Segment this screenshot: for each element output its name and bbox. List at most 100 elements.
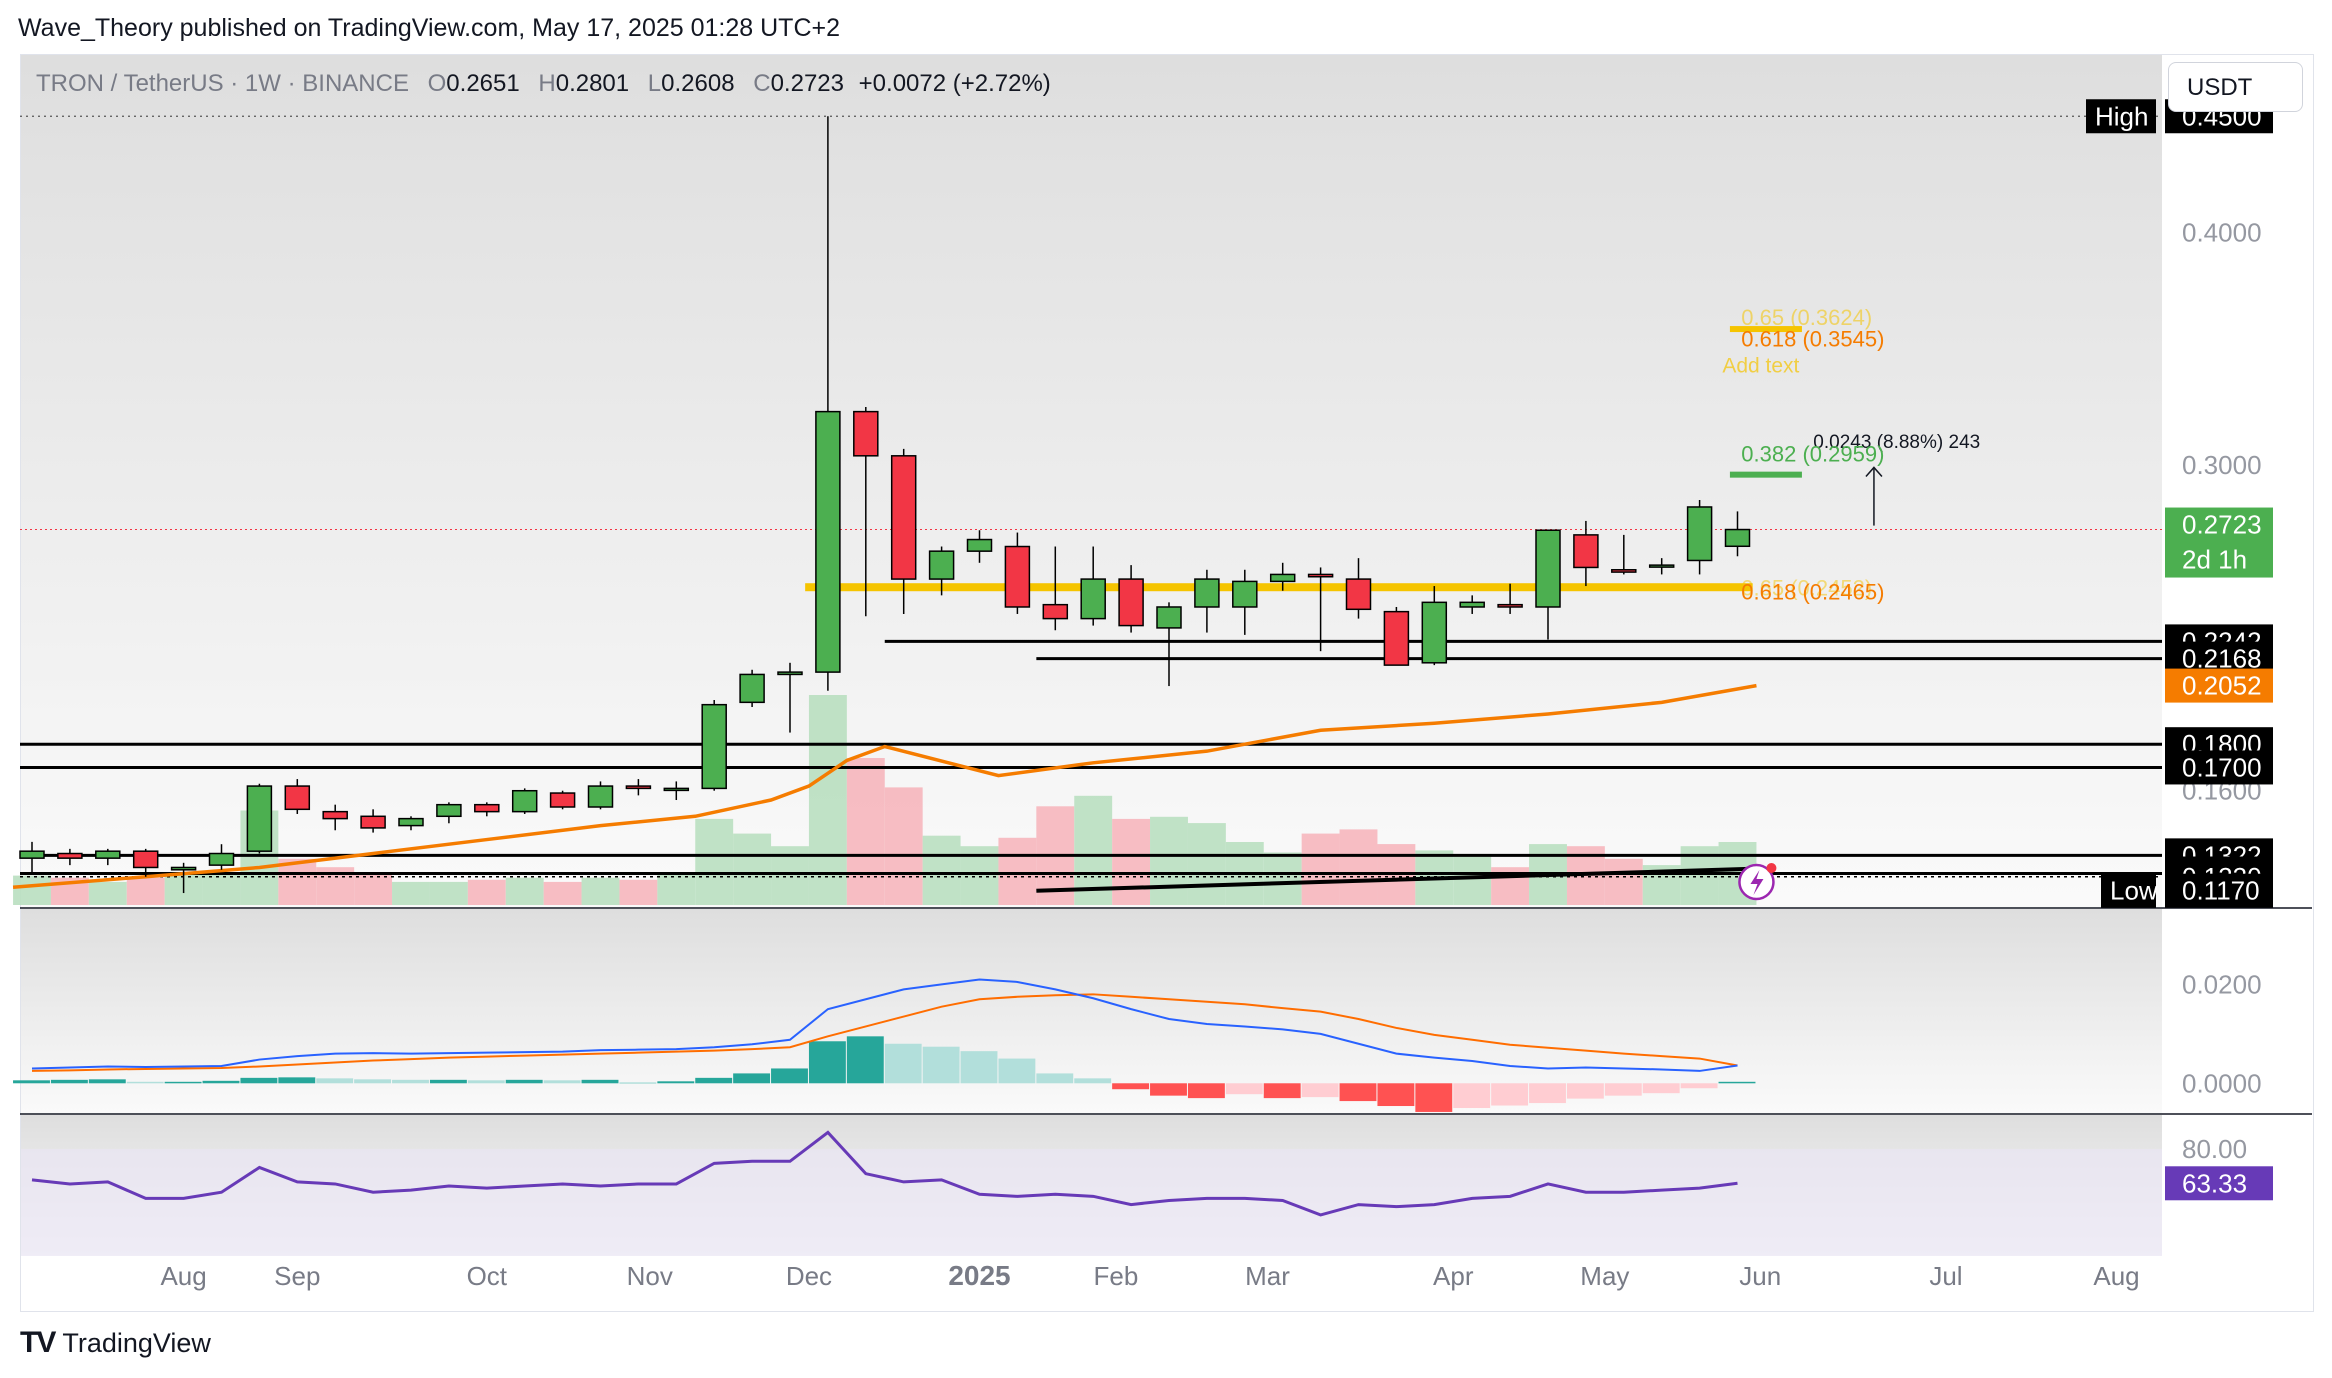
- volume-bar: [1604, 858, 1643, 905]
- candle: [19, 841, 45, 875]
- volume-bar: [657, 873, 696, 905]
- fib-zone-lower: [805, 583, 1753, 592]
- candle-body: [1724, 528, 1751, 548]
- candle: [1042, 546, 1069, 631]
- candle-body: [1269, 573, 1296, 583]
- candle-body: [1232, 580, 1258, 608]
- price-tag-bg: [2086, 99, 2156, 134]
- low-label: L: [647, 70, 662, 97]
- trendline: [1036, 866, 1757, 893]
- candle-body: [1459, 601, 1485, 608]
- chart-frame: [20, 54, 2314, 1312]
- candle: [1459, 595, 1485, 614]
- macd-histogram-bar: [695, 1077, 733, 1084]
- close-value: 0.2723: [770, 70, 844, 97]
- price-label-0.1170: 0.1170: [2182, 876, 2260, 906]
- volume-bar: [1150, 816, 1188, 905]
- candle-body: [928, 550, 955, 580]
- macd-histogram-bar: [202, 1080, 240, 1084]
- macd-histogram-bar: [354, 1079, 392, 1084]
- price-label-bg: [2165, 873, 2273, 908]
- x-axis-label-may: May: [1580, 1261, 1629, 1291]
- currency-button[interactable]: USDT: [2168, 62, 2303, 112]
- macd-y-tick-label: 0.0200: [2182, 969, 2262, 999]
- high-label: H: [538, 70, 556, 97]
- price-label-0.2052: 0.2052: [2182, 671, 2262, 701]
- candle: [360, 809, 386, 833]
- candle: [208, 844, 235, 870]
- macd-histogram-bar: [1718, 1081, 1756, 1084]
- x-axis-label-jul: Jul: [1929, 1261, 1962, 1291]
- high-value: 0.2801: [555, 70, 630, 97]
- price-label-bg: [2165, 507, 2273, 578]
- candle-body: [777, 671, 803, 676]
- candle-body: [1648, 564, 1675, 568]
- macd-histogram-bar: [1112, 1083, 1150, 1090]
- rsi-band: [21, 1148, 2162, 1256]
- x-axis-label-jun: Jun: [1739, 1261, 1781, 1291]
- macd-histogram-bar: [998, 1058, 1036, 1084]
- candle: [777, 662, 803, 733]
- macd-histogram-bar: [1529, 1083, 1566, 1104]
- fib-0382-line: [1729, 471, 1802, 478]
- fib-065-upper-label: 0.65 (0.3624): [1741, 305, 1872, 330]
- candle-body: [436, 803, 462, 818]
- candle-body: [701, 703, 727, 790]
- macd-histogram-bar: [316, 1078, 354, 1084]
- volume-bar: [202, 873, 241, 905]
- main-pane-bg: [21, 55, 2162, 908]
- lightning-icon: [1738, 863, 1777, 901]
- candle: [663, 781, 690, 801]
- volume-bar: [1301, 833, 1340, 905]
- open-label: O: [427, 70, 447, 97]
- volume-bar: [392, 881, 430, 905]
- ema-line: [12, 683, 1757, 889]
- volume-bar: [13, 875, 51, 905]
- candle: [701, 700, 727, 791]
- macd-histogram-bar: [960, 1051, 998, 1084]
- candle-body: [511, 789, 538, 813]
- candle: [1004, 532, 1031, 614]
- candle: [284, 779, 311, 814]
- x-axis-label-apr: Apr: [1433, 1261, 1474, 1291]
- candle: [132, 848, 159, 877]
- volume-bar: [126, 877, 165, 905]
- candle: [95, 848, 121, 866]
- y-tick-label: 0.4000: [2182, 218, 2262, 248]
- fib-0382-label: 0.382 (0.2959): [1741, 442, 1884, 467]
- footer-brand[interactable]: TV TradingView: [20, 1326, 211, 1360]
- candle-body: [208, 852, 235, 866]
- rsi-line: [31, 1130, 1738, 1217]
- macd-histogram-bar: [1074, 1078, 1112, 1084]
- macd-histogram-bar: [505, 1079, 543, 1084]
- macd-histogram-bar: [733, 1073, 771, 1084]
- macd-histogram-bar: [1566, 1083, 1604, 1099]
- candle-body: [1686, 506, 1713, 562]
- macd-histogram-bar: [126, 1081, 164, 1084]
- macd-histogram-bar: [88, 1079, 126, 1084]
- candle-body: [474, 803, 500, 813]
- macd-histogram-bar: [1453, 1083, 1491, 1108]
- candle-body: [549, 792, 576, 808]
- symbol-name[interactable]: TRON / TetherUS · 1W · BINANCE: [36, 70, 409, 97]
- brand-name: TradingView: [62, 1327, 211, 1358]
- candle: [1232, 569, 1258, 635]
- volume-bar: [733, 833, 772, 905]
- candle-body: [19, 850, 45, 859]
- macd-histogram-bar: [543, 1080, 581, 1084]
- change-value: +0.0072 (+2.72%): [858, 70, 1051, 97]
- volume-bar: [1453, 856, 1492, 905]
- candle: [815, 116, 841, 691]
- macd-histogram-bar: [1377, 1083, 1415, 1107]
- volume-bar: [543, 881, 582, 905]
- candle: [1269, 562, 1296, 591]
- macd-histogram-bar: [1301, 1083, 1339, 1098]
- candle: [1194, 569, 1220, 633]
- fib-0618-upper-label: 0.618 (0.3545): [1741, 326, 1884, 351]
- candle: [966, 530, 993, 563]
- x-axis-label-dec: Dec: [786, 1261, 832, 1291]
- candle: [853, 406, 879, 617]
- price-label-bg: [2165, 668, 2273, 703]
- volume-bar: [429, 881, 468, 905]
